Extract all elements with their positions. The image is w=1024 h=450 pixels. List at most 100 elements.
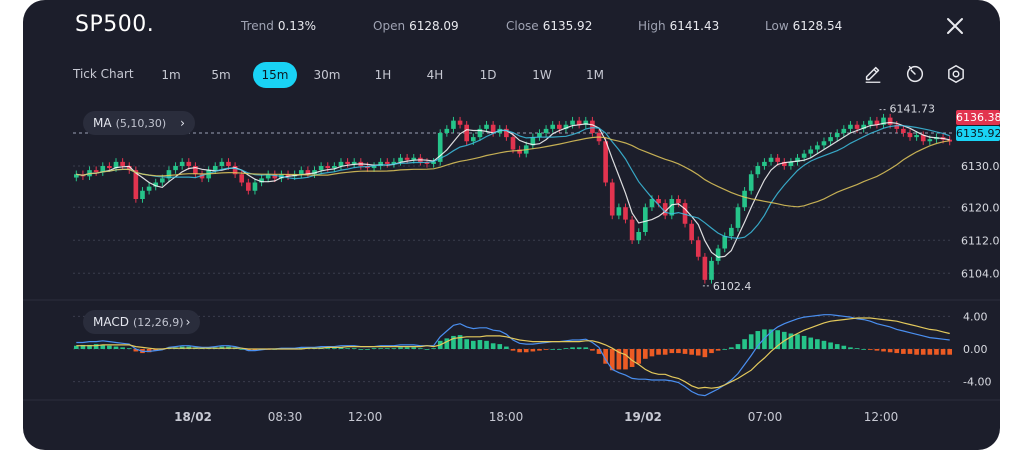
candle-body (371, 166, 377, 169)
candle-body (391, 161, 397, 164)
ma5-line (76, 121, 950, 258)
macd-histogram-bar (424, 349, 430, 350)
macd-histogram-bar (497, 344, 503, 349)
macd-histogram-bar (682, 349, 688, 354)
candle-body (179, 161, 185, 166)
ma-name: MA (93, 116, 112, 130)
ma-indicator-pill[interactable]: MA (5,10,30) › (83, 111, 195, 135)
macd-indicator-pill[interactable]: MACD (12,26,9) › (83, 310, 201, 334)
macd-histogram-bar (623, 349, 628, 370)
candle-body (153, 182, 159, 187)
close-icon[interactable] (943, 14, 967, 38)
chevron-right-icon: › (185, 315, 191, 329)
ma30-line (76, 136, 950, 208)
macd-histogram-bar (358, 349, 364, 350)
candle-body (325, 166, 331, 169)
candle-body (709, 260, 714, 280)
timeframe-tab-1m[interactable]: 1M (586, 68, 604, 82)
macd-histogram-bar (603, 349, 608, 364)
macd-histogram-bar (87, 344, 92, 349)
chart-panel: SP500. Trend 0.13% Open 6128.09 Close 6135.… (23, 0, 1000, 450)
macd-histogram-bar (384, 348, 390, 349)
candle-body (867, 120, 873, 125)
macd-params: (12,26,9) (132, 316, 184, 329)
macd-histogram-bar (530, 349, 536, 352)
settings-icon[interactable] (945, 63, 967, 85)
macd-histogram-bar (841, 345, 847, 349)
macd-histogram-bar (729, 347, 734, 349)
candle-body (239, 174, 245, 183)
candle-body (894, 124, 900, 129)
macd-histogram-bar (947, 349, 953, 355)
high-stat: High 6141.43 (638, 19, 719, 33)
candle-body (146, 186, 152, 191)
candle-body (821, 141, 827, 146)
candle-body (212, 166, 218, 171)
symbol-title: SP500. (75, 12, 155, 37)
candle-body (186, 161, 192, 166)
candle-body (609, 182, 615, 216)
candle-body (378, 161, 383, 166)
macd-histogram-bar (881, 349, 886, 352)
candle-body (457, 120, 463, 125)
candle-body (265, 174, 271, 179)
candle-body (411, 157, 417, 160)
draw-icon[interactable] (862, 63, 884, 85)
candle-body (775, 157, 780, 162)
macd-histogram-bar (735, 344, 741, 349)
macd-histogram-bar (815, 339, 820, 349)
candle-body (160, 178, 165, 183)
macd-histogram-bar (583, 347, 589, 349)
candle-body (914, 135, 919, 138)
macd-histogram-bar (252, 349, 258, 351)
candle-body (477, 128, 483, 138)
time-tick-label: 12:00 (348, 410, 383, 424)
timeframe-tab-1m[interactable]: 1m (161, 68, 181, 82)
timeframe-tab-1d[interactable]: 1D (479, 68, 497, 82)
price-chart[interactable]: 6104.00 6112.00 6120.00 6130.00 6141.73 6102.… (23, 0, 1000, 450)
open-value: 6128.09 (409, 19, 459, 33)
timeframe-tab-5m[interactable]: 5m (211, 68, 231, 82)
candle-body (662, 203, 668, 216)
candle-body (920, 135, 926, 142)
macd-histogram-bar (411, 347, 417, 349)
candle-body (246, 182, 251, 191)
timer-icon[interactable] (904, 63, 926, 85)
macd-histogram-bar (239, 349, 245, 350)
open-label: Open (373, 19, 406, 33)
candle-body (695, 240, 701, 257)
macd-histogram-bar (543, 349, 549, 350)
candle-body (332, 166, 337, 169)
candle-body (689, 223, 694, 241)
candle-body (768, 157, 774, 162)
timeframe-tab-1w[interactable]: 1W (532, 68, 552, 82)
candle-body (901, 128, 906, 133)
candle-body (735, 207, 741, 228)
last-price-tag: 6136.38 (956, 110, 1000, 125)
timeframe-tab-4h[interactable]: 4H (426, 68, 444, 82)
candle-body (854, 124, 860, 129)
candle-body (550, 124, 556, 129)
candle-body (351, 161, 357, 164)
macd-histogram-bar (126, 348, 132, 349)
tick-chart-label[interactable]: Tick Chart (73, 67, 134, 81)
timeframe-tab-1h[interactable]: 1H (374, 68, 392, 82)
macd-line (76, 314, 950, 397)
price-tick-label: 6104.00 (961, 267, 1000, 280)
macd-histogram-bar (517, 349, 522, 353)
low-label: Low (765, 19, 789, 33)
macd-histogram-bar (523, 349, 529, 353)
candle-body (907, 133, 913, 138)
macd-histogram-bar (345, 348, 350, 349)
candle-body (437, 133, 443, 162)
timeframe-tab-15m[interactable]: 15m (253, 62, 297, 88)
macd-histogram-bar (656, 349, 661, 355)
candle-body (510, 137, 516, 150)
macd-histogram-bar (100, 344, 106, 349)
candle-body (808, 149, 814, 154)
candle-body (543, 128, 549, 133)
macd-histogram-bar (854, 348, 860, 349)
candle-body (649, 199, 655, 208)
timeframe-tab-30m[interactable]: 30m (313, 68, 341, 82)
candle-body (828, 137, 833, 142)
